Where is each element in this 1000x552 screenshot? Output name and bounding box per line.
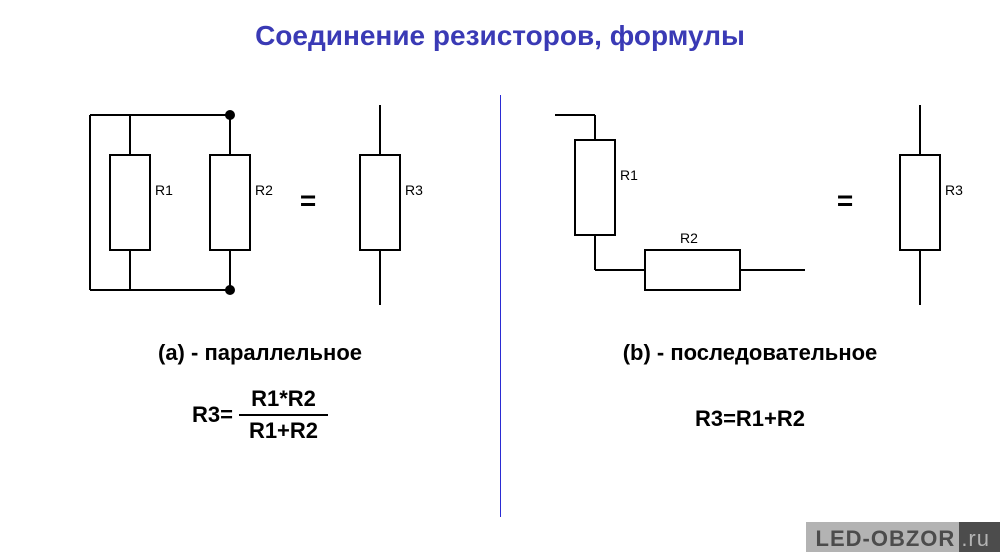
label-r1-b: R1 [620, 167, 638, 183]
formula-series: R3=R1+R2 [525, 406, 975, 432]
watermark: LED-OBZOR.ru [806, 526, 1000, 552]
formula-parallel: R3= R1*R2 R1+R2 [60, 384, 460, 446]
fraction: R1*R2 R1+R2 [239, 384, 328, 446]
formula-lhs-a: R3= [192, 402, 233, 428]
watermark-b: .ru [959, 522, 1000, 552]
panel-parallel: R1 R2 = R3 (a) - параллельное R3= R1*R2 … [60, 95, 460, 446]
watermark-a: LED-OBZOR [806, 522, 960, 552]
label-r3-a: R3 [405, 182, 423, 198]
equals-a: = [300, 185, 316, 216]
label-r2-b: R2 [680, 230, 698, 246]
diagram-container: Соединение резисторов, формулы R1 R2 [0, 0, 1000, 552]
caption-parallel: (a) - параллельное [60, 340, 460, 366]
page-title: Соединение резисторов, формулы [0, 20, 1000, 52]
fraction-num: R1*R2 [241, 384, 326, 414]
fraction-den: R1+R2 [239, 416, 328, 446]
caption-series: (b) - последовательное [525, 340, 975, 366]
panel-series: R1 R2 = R3 (b) - последовательное R3=R1+… [525, 95, 975, 432]
series-circuit-svg: R1 R2 = R3 [525, 95, 980, 315]
label-r1: R1 [155, 182, 173, 198]
parallel-circuit-svg: R1 R2 = R3 [60, 95, 440, 315]
label-r2: R2 [255, 182, 273, 198]
equals-b: = [837, 185, 853, 216]
label-r3-b: R3 [945, 182, 963, 198]
center-divider [500, 95, 501, 517]
